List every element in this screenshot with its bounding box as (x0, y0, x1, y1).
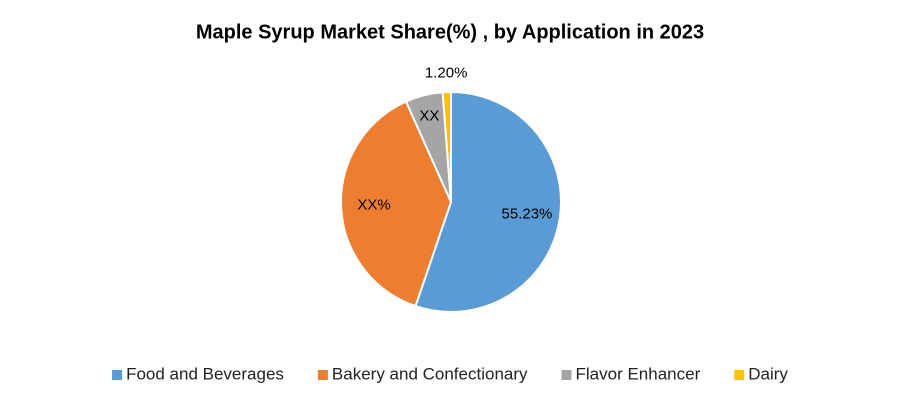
legend-label: Bakery and Confectionary (332, 364, 528, 383)
pie-slice (340, 100, 453, 308)
legend-label: Dairy (748, 364, 788, 383)
data-label: XX (419, 108, 439, 125)
legend-swatch (317, 370, 328, 380)
data-label: 55.23% (502, 206, 553, 223)
pie-slice (441, 90, 452, 203)
data-label: 1.20% (425, 64, 468, 81)
legend-swatch (112, 370, 123, 380)
legend-swatch (561, 370, 572, 380)
data-label: XX% (357, 197, 390, 214)
chart-title: Maple Syrup Market Share(%) , by Applica… (196, 21, 704, 43)
legend-swatch (734, 370, 745, 380)
legend-label: Flavor Enhancer (576, 364, 701, 383)
legend-label: Food and Beverages (126, 364, 284, 383)
